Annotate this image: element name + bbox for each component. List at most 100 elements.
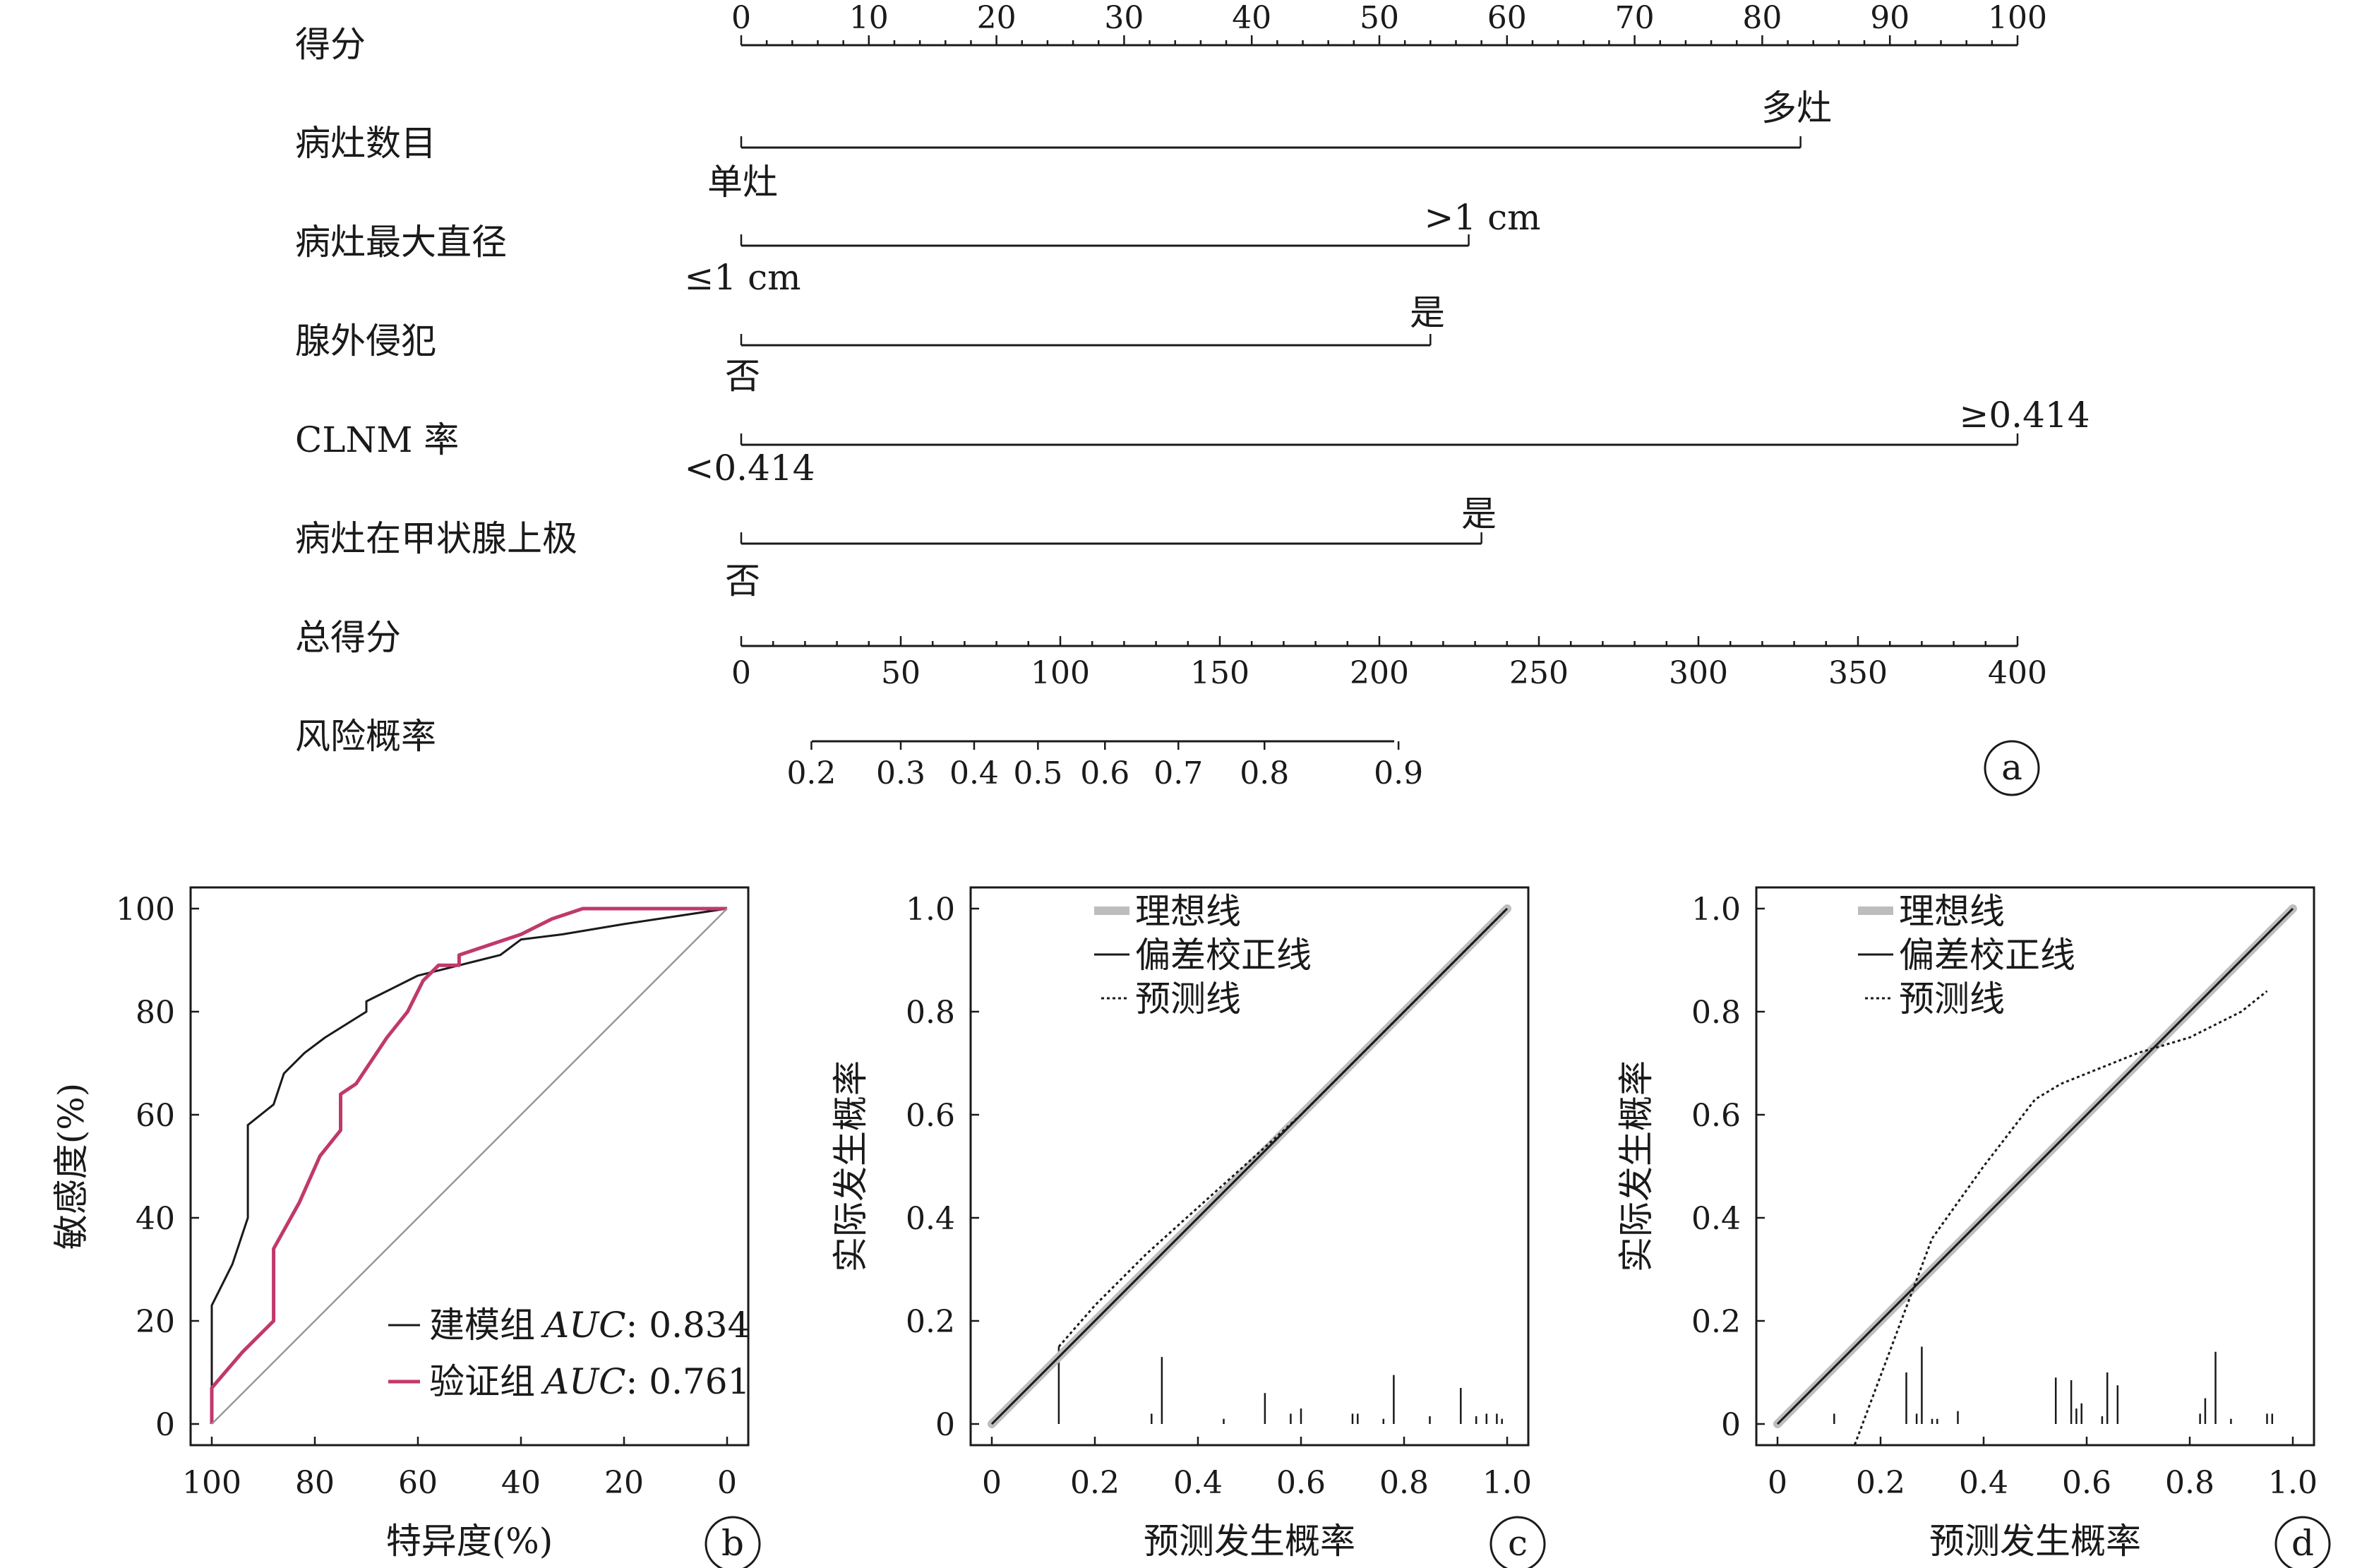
y-tick-label: 0.8 [906, 995, 955, 1031]
panel-badge-d [2274, 1516, 2331, 1568]
y-tick-label: 0 [1721, 1407, 1741, 1443]
y-tick-label: 0.6 [1691, 1098, 1741, 1134]
y-tick-label: 0.4 [1691, 1201, 1741, 1237]
risk-tick-label: 0.8 [1240, 755, 1289, 791]
risk-tick-label: 0.5 [1013, 755, 1062, 791]
roc-axis-ticks: 100 80 60 40 20 0 0 20 40 60 80 100 [116, 892, 737, 1501]
y-tick-label: 0.8 [1691, 995, 1741, 1031]
var-3-high-label: 是 [1410, 292, 1445, 333]
points-tick-label: 100 [1988, 0, 2047, 36]
y-tick-label: 40 [136, 1201, 175, 1237]
x-tick-label: 1.0 [1482, 1465, 1532, 1501]
cal-c-lines [988, 904, 1511, 1428]
x-tick-label: 0 [982, 1465, 1002, 1501]
bias-corrected-line [990, 907, 1509, 1425]
cal-d-lines [1773, 904, 2297, 1445]
total-tick-label: 300 [1669, 655, 1728, 691]
total-tick-label: 400 [1988, 655, 2047, 691]
x-tick-label: 0.6 [2062, 1465, 2111, 1501]
cal-d-legend-pred: 预测线 [1899, 978, 2005, 1019]
x-tick-label: 0 [717, 1465, 737, 1501]
var-4-high-label: ≥0.414 [1959, 395, 2090, 436]
panel-badge-b-text: b [721, 1523, 744, 1564]
row-label-var-5: 病灶在甲状腺上极 [295, 518, 577, 559]
calibration-panel-d: 0 0.2 0.4 0.6 0.8 1.000.20.40.60.81.0 预测发生概率 … [1616, 886, 2331, 1568]
total-tick-label: 0 [731, 655, 751, 691]
cal-c-ylabel: 实际发生概率 [830, 1060, 871, 1272]
y-tick-label: 20 [136, 1304, 175, 1340]
total-tick-label: 350 [1828, 655, 1888, 691]
x-tick-label: 1.0 [2268, 1465, 2318, 1501]
nomogram-panel: 得分 病灶数目 病灶最大直径 腺外侵犯 CLNM 率 病灶在甲状腺上极 总得分 … [295, 0, 2090, 796]
x-tick-label: 100 [182, 1465, 241, 1501]
x-tick-label: 0 [1768, 1465, 1787, 1501]
var-4-low-label: <0.414 [684, 448, 815, 489]
row-label-risk: 风险概率 [295, 716, 436, 757]
legend-label-train: 建模组 AUC: 0.834 [429, 1305, 750, 1346]
y-tick-label: 0.2 [1691, 1304, 1741, 1340]
cal-d-legend: 理想线 偏差校正线 预测线 [1858, 891, 2075, 1019]
points-axis-ticks: 0 10 20 30 40 50 60 70 80 90 100 [731, 0, 2047, 45]
points-tick-label: 60 [1487, 0, 1527, 36]
panel-badge-c-text: c [1508, 1523, 1528, 1564]
roc-plot-frame [189, 886, 750, 1447]
roc-reference-diagonal [211, 908, 728, 1425]
row-label-var-2: 病灶最大直径 [295, 222, 507, 263]
total-tick-label: 150 [1190, 655, 1249, 691]
var-2-low-label: ≤1 cm [684, 257, 801, 298]
cal-d-plot-frame [1755, 886, 2315, 1447]
x-tick-label: 40 [501, 1465, 541, 1501]
x-tick-label: 0.6 [1276, 1465, 1326, 1501]
cal-d-legend-bias: 偏差校正线 [1899, 935, 2075, 976]
x-tick-label: 0.4 [1173, 1465, 1223, 1501]
variable-lines [740, 136, 2019, 545]
risk-tick-label: 0.4 [949, 755, 999, 791]
roc-legend: 建模组 AUC: 0.834 验证组 AUC: 0.761 [388, 1305, 750, 1402]
cal-c-plot-frame [969, 886, 1530, 1447]
x-tick-label: 0.8 [1379, 1465, 1429, 1501]
risk-tick-label: 0.3 [876, 755, 925, 791]
risk-tick-label: 0.2 [786, 755, 836, 791]
x-tick-label: 0.2 [1070, 1465, 1120, 1501]
roc-curves [210, 906, 728, 1425]
points-tick-label: 50 [1360, 0, 1399, 36]
y-tick-label: 100 [116, 892, 175, 928]
roc-curve-1 [210, 906, 727, 1424]
cal-d-xlabel: 预测发生概率 [1929, 1521, 2141, 1562]
legend-label-valid: 验证组 AUC: 0.761 [429, 1361, 750, 1402]
var-1-low-label: 单灶 [707, 162, 778, 203]
points-tick-label: 30 [1104, 0, 1144, 36]
panel-badge-d-text: d [2291, 1523, 2314, 1564]
legend-auc-label-train: AUC [541, 1305, 626, 1346]
x-tick-label: 0.4 [1959, 1465, 2008, 1501]
points-tick-label: 40 [1232, 0, 1271, 36]
legend-auc-value-valid: : 0.761 [626, 1361, 750, 1402]
legend-auc-label-valid: AUC [541, 1361, 626, 1402]
roc-xlabel: 特异度(%) [386, 1521, 553, 1562]
cal-c-legend-pred: 预测线 [1135, 978, 1241, 1019]
y-tick-label: 0.6 [906, 1098, 955, 1134]
predicted-line [1057, 907, 1509, 1348]
points-tick-label: 0 [731, 0, 751, 36]
total-tick-label: 250 [1509, 655, 1569, 691]
points-tick-label: 70 [1615, 0, 1655, 36]
total-tick-label: 100 [1031, 655, 1090, 691]
var-3-low-label: 否 [725, 356, 760, 397]
roc-panel: 100 80 60 40 20 0 0 20 40 60 80 100 特异度(%) 敏感度(%) 建… [51, 886, 761, 1568]
var-2-high-label: >1 cm [1424, 197, 1540, 238]
x-tick-label: 80 [295, 1465, 335, 1501]
points-tick-label: 20 [977, 0, 1017, 36]
calibration-panel-c: 0 0.2 0.4 0.6 0.8 1.000.20.40.60.81.0 预测发生概率 … [830, 886, 1546, 1568]
x-tick-label: 0.8 [2165, 1465, 2214, 1501]
total-tick-label: 200 [1350, 655, 1409, 691]
cal-c-legend-bias: 偏差校正线 [1135, 935, 1312, 976]
cal-d-legend-ideal: 理想线 [1899, 891, 2005, 932]
cal-d-ylabel: 实际发生概率 [1616, 1060, 1657, 1272]
var-5-low-label: 否 [725, 561, 760, 602]
roc-ylabel: 敏感度(%) [51, 1083, 92, 1250]
points-tick-label: 90 [1870, 0, 1910, 36]
x-tick-label: 20 [604, 1465, 644, 1501]
row-label-points: 得分 [295, 24, 366, 65]
y-tick-label: 1.0 [1691, 892, 1741, 928]
